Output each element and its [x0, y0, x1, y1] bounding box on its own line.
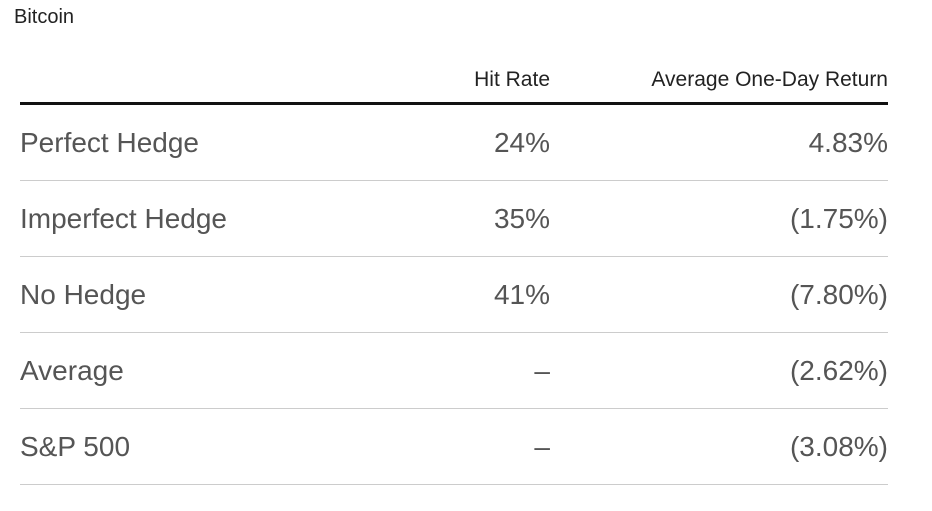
row-label: S&P 500 — [20, 431, 131, 462]
cell: – — [534, 355, 550, 386]
cell: 41% — [493, 279, 550, 310]
row-label: Average — [20, 355, 124, 386]
column-header: Average One-Day Return — [651, 68, 888, 91]
cell: 35% — [493, 203, 550, 234]
cell: (2.62%) — [789, 355, 888, 386]
row-label: No Hedge — [20, 279, 147, 310]
cell: 4.83% — [808, 127, 888, 158]
cell: (7.80%) — [789, 279, 888, 310]
cell: (3.08%) — [789, 431, 888, 462]
title: Bitcoin — [14, 6, 75, 28]
table-row: S&P 500 – (3.08%) — [20, 409, 888, 485]
table-row: Imperfect Hedge 35% (1.75%) — [20, 181, 888, 257]
table-row: Average – (2.62%) — [20, 333, 888, 409]
table-header: Hit Rate Average One-Day Return — [20, 64, 888, 105]
cell: (1.75%) — [789, 203, 888, 234]
cell: – — [534, 431, 550, 462]
row-label: Perfect Hedge — [20, 127, 199, 158]
table-row: No Hedge 41% (7.80%) — [20, 257, 888, 333]
row-label: Imperfect Hedge — [20, 203, 227, 234]
column-header: Hit Rate — [474, 68, 550, 91]
table-row: Perfect Hedge 24% 4.83% — [20, 105, 888, 181]
cell: 24% — [493, 127, 550, 158]
